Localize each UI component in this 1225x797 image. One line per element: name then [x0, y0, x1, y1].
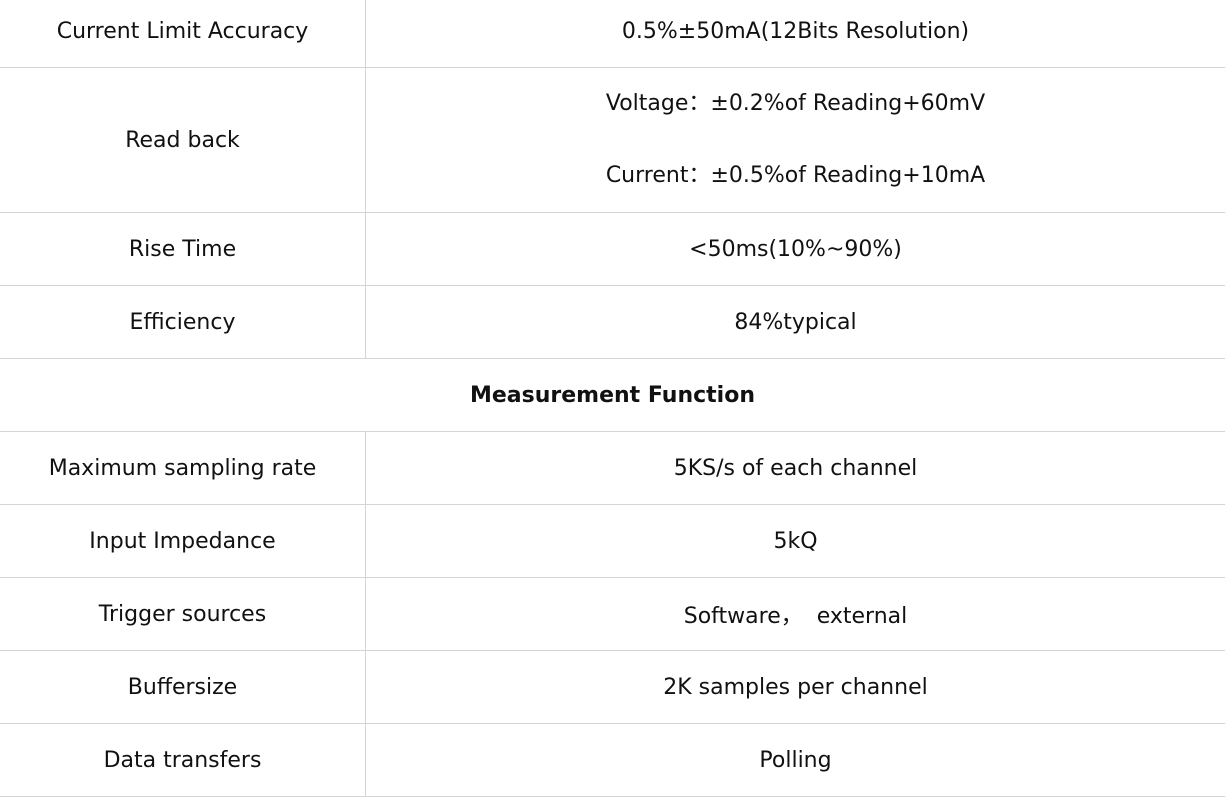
table-row: Maximum sampling rate 5KS/s of each chan…	[0, 432, 1225, 505]
spec-label: Current Limit Accuracy	[0, 0, 366, 68]
spec-value: Polling	[366, 724, 1225, 797]
spec-label: Input Impedance	[0, 505, 366, 578]
section-title: Measurement Function	[0, 359, 1225, 432]
section-header-row: Measurement Function	[0, 359, 1225, 432]
spec-value: <50ms(10%~90%)	[366, 213, 1225, 286]
table-row: Buffersize 2K samples per channel	[0, 651, 1225, 724]
spec-value: 5kQ	[366, 505, 1225, 578]
table-row: Input Impedance 5kQ	[0, 505, 1225, 578]
table-row: Current Limit Accuracy 0.5%±50mA(12Bits …	[0, 0, 1225, 68]
table-row: Rise Time <50ms(10%~90%)	[0, 213, 1225, 286]
spec-value-line: Voltage：±0.2%of Reading+60mV	[366, 68, 1225, 140]
table-row: Efficiency 84%typical	[0, 286, 1225, 359]
spec-value: Voltage：±0.2%of Reading+60mV Current：±0.…	[366, 68, 1225, 213]
spec-value: 2K samples per channel	[366, 651, 1225, 724]
spec-label: Rise Time	[0, 213, 366, 286]
spec-label: Maximum sampling rate	[0, 432, 366, 505]
spec-label: Trigger sources	[0, 578, 366, 651]
spec-value-line: Current：±0.5%of Reading+10mA	[366, 140, 1225, 212]
spec-label: Buffersize	[0, 651, 366, 724]
spec-value: 0.5%±50mA(12Bits Resolution)	[366, 0, 1225, 68]
spec-label: Read back	[0, 68, 366, 213]
spec-value: Software， external	[366, 578, 1225, 651]
spec-label: Data transfers	[0, 724, 366, 797]
table-row: Trigger sources Software， external	[0, 578, 1225, 651]
spec-value: 5KS/s of each channel	[366, 432, 1225, 505]
table-row: Data transfers Polling	[0, 724, 1225, 797]
table-row: Read back Voltage：±0.2%of Reading+60mV C…	[0, 68, 1225, 213]
spec-value: 84%typical	[366, 286, 1225, 359]
spec-label: Efficiency	[0, 286, 366, 359]
